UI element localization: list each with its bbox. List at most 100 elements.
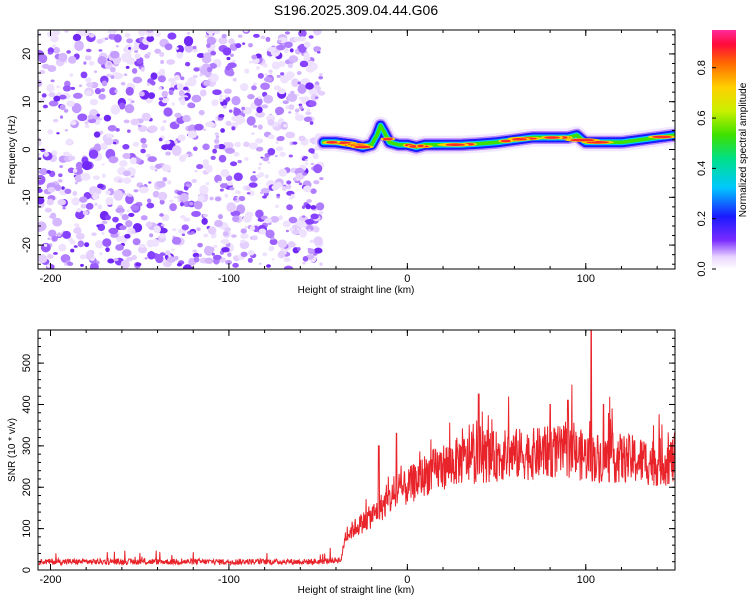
noise-blob bbox=[281, 186, 287, 191]
noise-blob bbox=[234, 114, 245, 125]
noise-blob bbox=[95, 240, 104, 249]
x-tick-label: -200 bbox=[39, 273, 61, 285]
noise-blob bbox=[47, 254, 54, 259]
noise-blob bbox=[157, 75, 166, 83]
noise-blob bbox=[174, 74, 181, 81]
noise-blob bbox=[222, 231, 229, 237]
noise-blob bbox=[53, 46, 61, 54]
noise-blob bbox=[38, 153, 41, 156]
noise-blob bbox=[161, 164, 172, 172]
noise-blob bbox=[257, 166, 262, 171]
noise-blob bbox=[278, 168, 287, 177]
noise-blob bbox=[218, 154, 227, 163]
noise-blob bbox=[74, 40, 84, 52]
noise-blob bbox=[110, 104, 121, 115]
noise-blob bbox=[126, 209, 130, 213]
noise-blob bbox=[183, 217, 191, 222]
noise-blob bbox=[64, 30, 69, 33]
noise-blob bbox=[232, 197, 237, 201]
figure-title: S196.2025.309.04.44.G06 bbox=[274, 2, 438, 18]
noise-blob bbox=[162, 120, 167, 123]
noise-blob bbox=[260, 187, 270, 194]
noise-blob bbox=[146, 153, 151, 158]
noise-blob bbox=[226, 202, 237, 213]
snr-y-label: SNR (10 * v/v) bbox=[7, 418, 18, 482]
noise-blob bbox=[50, 212, 57, 220]
noise-blob bbox=[38, 174, 46, 185]
noise-blob bbox=[313, 226, 320, 233]
noise-blob bbox=[144, 257, 148, 260]
noise-blob bbox=[240, 251, 248, 258]
noise-blob bbox=[262, 156, 270, 162]
noise-blob bbox=[128, 47, 132, 50]
noise-blob bbox=[78, 84, 83, 88]
noise-blob bbox=[302, 172, 308, 176]
noise-blob bbox=[135, 262, 142, 267]
noise-blob bbox=[81, 30, 91, 37]
ridge-peak-core bbox=[570, 138, 595, 142]
noise-blob bbox=[276, 44, 286, 51]
noise-blob bbox=[189, 153, 193, 157]
spectrogram-y-label: Frequency (Hz) bbox=[7, 116, 18, 185]
noise-blob bbox=[308, 35, 314, 39]
noise-blob bbox=[217, 143, 226, 150]
noise-blob bbox=[193, 256, 200, 263]
noise-blob bbox=[66, 100, 75, 107]
noise-blob bbox=[70, 120, 77, 126]
noise-blob bbox=[264, 217, 273, 224]
noise-blob bbox=[225, 259, 233, 265]
noise-blob bbox=[226, 69, 235, 77]
noise-blob bbox=[138, 30, 146, 37]
noise-blob bbox=[248, 142, 258, 150]
noise-blob bbox=[80, 203, 87, 209]
noise-blob bbox=[285, 184, 289, 187]
noise-blob bbox=[296, 220, 307, 229]
noise-blob bbox=[219, 188, 224, 192]
noise-blob bbox=[140, 137, 147, 144]
noise-blob bbox=[264, 174, 269, 179]
noise-blob bbox=[122, 144, 130, 150]
noise-blob bbox=[164, 93, 168, 96]
ridge-peak-core bbox=[544, 136, 560, 139]
noise-blob bbox=[122, 249, 132, 257]
noise-blob bbox=[67, 167, 75, 174]
noise-blob bbox=[198, 253, 202, 257]
noise-blob bbox=[152, 190, 160, 198]
noise-blob bbox=[271, 61, 281, 70]
noise-blob bbox=[209, 196, 214, 201]
noise-blob bbox=[71, 197, 80, 206]
noise-blob bbox=[106, 73, 112, 78]
noise-blob bbox=[193, 67, 200, 72]
noise-blob bbox=[261, 104, 269, 109]
noise-blob bbox=[292, 141, 298, 145]
x-tick-label: -100 bbox=[218, 273, 240, 285]
noise-blob bbox=[301, 215, 306, 218]
noise-blob bbox=[318, 76, 324, 80]
noise-blob bbox=[237, 159, 242, 164]
noise-blob bbox=[141, 112, 151, 121]
noise-blob bbox=[276, 74, 281, 78]
noise-blob bbox=[214, 132, 219, 136]
noise-blob bbox=[267, 118, 275, 126]
noise-blob bbox=[285, 229, 289, 233]
noise-blob bbox=[186, 31, 191, 35]
noise-blob bbox=[158, 137, 163, 142]
noise-blob bbox=[70, 86, 76, 90]
noise-blob bbox=[123, 192, 127, 196]
noise-blob bbox=[205, 182, 210, 186]
noise-blob bbox=[230, 210, 241, 217]
noise-blob bbox=[50, 79, 55, 83]
noise-blob bbox=[97, 183, 104, 189]
noise-blob bbox=[132, 141, 140, 147]
noise-blob bbox=[38, 188, 43, 194]
noise-blob bbox=[218, 113, 225, 118]
noise-blob bbox=[243, 141, 250, 148]
noise-blob bbox=[147, 78, 154, 85]
noise-blob bbox=[233, 151, 240, 157]
y-tick-label: 0 bbox=[21, 567, 33, 573]
noise-blob bbox=[74, 181, 78, 185]
snr-frame bbox=[37, 329, 676, 571]
noise-blob bbox=[260, 35, 266, 40]
noise-blob bbox=[184, 61, 191, 67]
